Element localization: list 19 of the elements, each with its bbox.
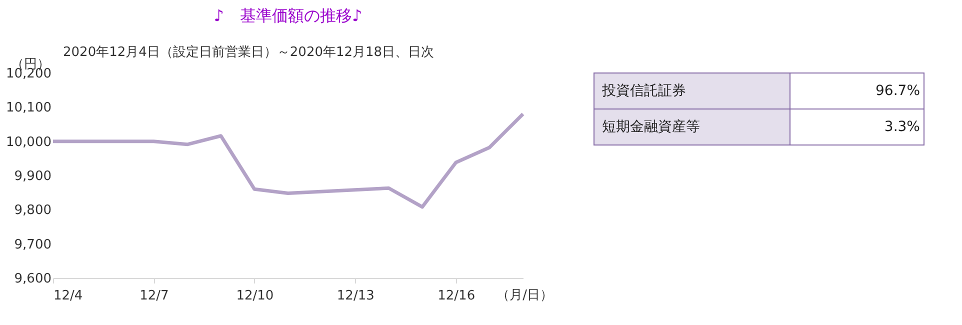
chart-subtitle: 2020年12月4日（設定日前営業日）～2020年12月18日、日次 — [63, 45, 434, 60]
line-series — [51, 112, 525, 209]
x-tick-label: 12/4 — [54, 288, 83, 304]
x-axis-title: （月/日） — [496, 288, 553, 303]
chart-title: ♪ 基準価額の推移♪ — [214, 6, 362, 25]
text: 3.3% — [884, 119, 920, 135]
y-tick-label: 9,800 — [14, 203, 52, 218]
text: 短期金融資産等 — [602, 119, 700, 135]
y-tick-label: 9,700 — [14, 237, 52, 252]
x-tick-label: 12/7 — [140, 288, 169, 304]
x-tick-label: 12/13 — [336, 288, 374, 304]
x-tick-label: 12/10 — [236, 288, 274, 304]
x-tick-label: 12/16 — [438, 288, 476, 304]
text: 96.7% — [876, 83, 920, 99]
y-tick-label: 9,900 — [14, 169, 52, 184]
y-tick-label: 10,000 — [6, 134, 52, 150]
y-tick-label: 9,600 — [14, 272, 52, 286]
y-tick-label: 10,100 — [6, 100, 52, 116]
text: 投資信託証券 — [601, 83, 686, 99]
